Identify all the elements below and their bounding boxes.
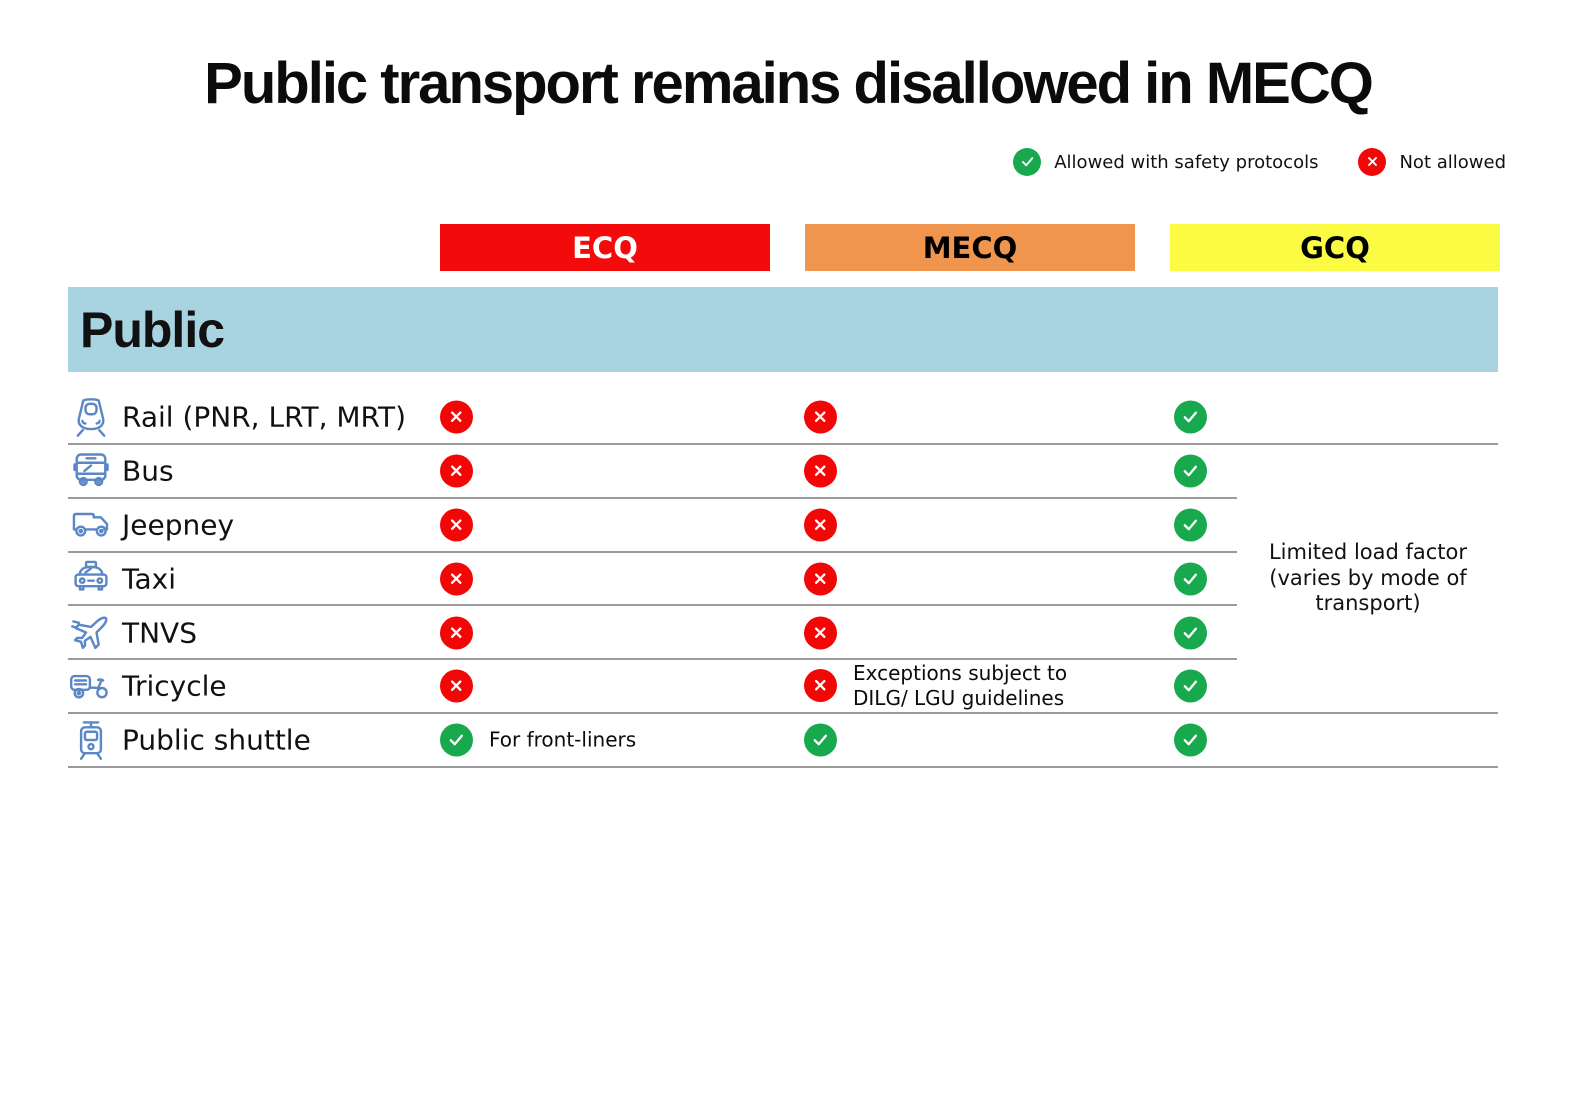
row-divider xyxy=(68,712,1498,714)
row-divider xyxy=(68,551,1237,553)
status-icon xyxy=(1174,400,1207,433)
row-divider xyxy=(68,766,1498,768)
page-title: Public transport remains disallowed in M… xyxy=(204,51,1374,116)
legend-allowed-label: Allowed with safety protocols xyxy=(1054,151,1319,173)
check-icon xyxy=(1013,148,1042,176)
legend-item-not-allowed: Not allowed xyxy=(1358,148,1506,176)
mecq-exception-note: Exceptions subject to DILG/ LGU guidelin… xyxy=(853,660,1068,710)
status-icon xyxy=(440,669,473,702)
table-row-tricycle: Tricycle Exceptions subject to DILG/ LGU… xyxy=(68,659,1498,712)
section-label: Public xyxy=(80,301,225,358)
row-divider xyxy=(68,658,1237,660)
row-label: TNVS xyxy=(122,616,197,649)
table-row-jeepney: Jeepney xyxy=(68,498,1498,551)
row-label: Tricycle xyxy=(122,669,227,702)
status-icon xyxy=(440,562,473,595)
status-icon xyxy=(1174,723,1207,756)
status-icon xyxy=(1174,454,1207,487)
table-row-taxi: Taxi xyxy=(68,552,1498,605)
legend-item-allowed: Allowed with safety protocols xyxy=(1013,148,1318,176)
row-divider xyxy=(68,604,1237,606)
legend: Allowed with safety protocols Not allowe… xyxy=(1013,148,1506,176)
column-header-mecq: MECQ xyxy=(805,224,1135,271)
train-icon xyxy=(68,394,114,440)
status-icon xyxy=(440,454,473,487)
plane-icon xyxy=(68,610,114,656)
status-icon xyxy=(1174,669,1207,702)
status-icon xyxy=(1174,562,1207,595)
status-icon xyxy=(804,723,837,756)
status-icon xyxy=(804,562,837,595)
row-label: Bus xyxy=(122,454,174,487)
table-row-public-shuttle: Public shuttle For front-liners xyxy=(68,713,1498,766)
status-icon xyxy=(1174,508,1207,541)
bus-icon xyxy=(68,448,114,494)
legend-not-allowed-label: Not allowed xyxy=(1399,151,1506,173)
status-icon xyxy=(804,508,837,541)
status-icon xyxy=(804,454,837,487)
row-label: Rail (PNR, LRT, MRT) xyxy=(122,400,406,433)
row-divider xyxy=(68,497,1237,499)
tram-icon xyxy=(68,717,114,763)
row-label: Taxi xyxy=(122,562,176,595)
gcq-load-factor-note: Limited load factor (varies by mode of t… xyxy=(1268,540,1468,616)
jeepney-icon xyxy=(68,502,114,548)
ecq-frontliners-note: For front-liners xyxy=(489,727,637,751)
column-header-ecq: ECQ xyxy=(440,224,770,271)
status-icon xyxy=(804,400,837,433)
row-label: Jeepney xyxy=(122,508,235,541)
tricycle-icon xyxy=(68,663,114,709)
section-header-public: Public xyxy=(68,287,1498,372)
status-icon xyxy=(440,723,473,756)
table-row-bus: Bus xyxy=(68,444,1498,497)
row-label: Public shuttle xyxy=(122,723,311,756)
column-header-gcq: GCQ xyxy=(1170,224,1500,271)
status-icon xyxy=(804,669,837,702)
cross-icon xyxy=(1358,148,1387,176)
status-icon xyxy=(804,616,837,649)
status-icon xyxy=(1174,616,1207,649)
taxi-icon xyxy=(68,556,114,602)
status-icon xyxy=(440,400,473,433)
table-row-tnvs: TNVS xyxy=(68,606,1498,659)
row-divider xyxy=(68,443,1498,445)
table-row-rail: Rail (PNR, LRT, MRT) xyxy=(68,390,1498,443)
status-icon xyxy=(440,508,473,541)
status-icon xyxy=(440,616,473,649)
